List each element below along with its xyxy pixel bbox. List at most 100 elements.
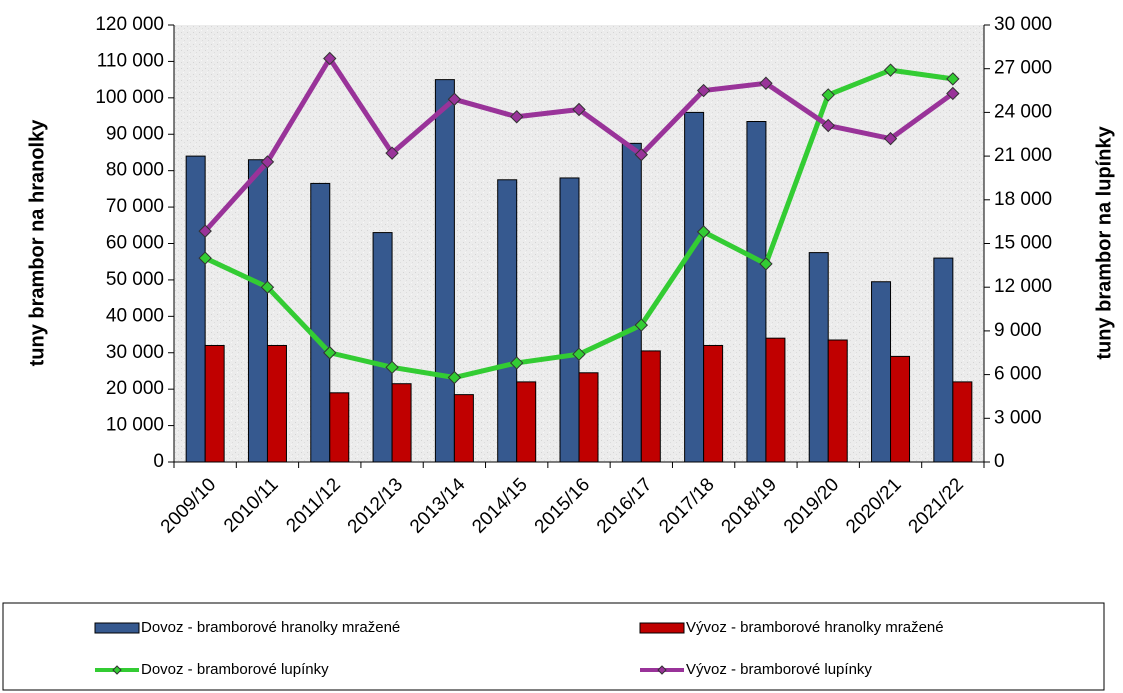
y2-tick-label: 21 000 — [994, 145, 1052, 166]
y2-tick-label: 30 000 — [994, 14, 1052, 35]
bar — [329, 392, 350, 463]
bar — [933, 257, 954, 463]
x-tick-label: 2010/11 — [220, 474, 282, 536]
bar — [204, 344, 225, 463]
marker — [447, 370, 462, 385]
bar — [434, 79, 455, 463]
marker — [696, 83, 711, 98]
y-tick-label: 0 — [153, 451, 164, 472]
x-tick-label: 2013/14 — [406, 474, 470, 538]
y-tick-label: 80 000 — [106, 160, 164, 181]
bar — [808, 252, 829, 463]
y2-tick-label: 27 000 — [994, 58, 1052, 79]
bar — [266, 344, 287, 463]
x-tick-label: 2019/20 — [780, 474, 843, 537]
x-tick-label: 2015/16 — [531, 474, 594, 537]
y2-tick-label: 18 000 — [994, 189, 1052, 210]
legend-swatch — [639, 622, 685, 634]
bar — [185, 155, 206, 463]
legend-label: Dovoz - bramborové lupínky — [141, 661, 329, 678]
y-tick-label: 50 000 — [106, 269, 164, 290]
legend-label: Vývoz - bramborové lupínky — [686, 661, 872, 678]
marker — [198, 224, 212, 238]
x-tick-label: 2009/10 — [157, 474, 220, 537]
bar — [372, 232, 393, 463]
x-tick-label: 2021/22 — [905, 474, 968, 537]
y2-tick-label: 3 000 — [994, 407, 1042, 428]
y-tick-label: 70 000 — [106, 196, 164, 217]
bar — [578, 372, 599, 463]
bar — [827, 339, 848, 463]
bar — [765, 337, 786, 463]
marker — [509, 110, 524, 124]
marker — [572, 102, 586, 117]
y2-tick-label: 24 000 — [994, 101, 1052, 122]
y-tick-label: 60 000 — [106, 233, 164, 254]
bar — [247, 159, 268, 463]
marker — [385, 360, 399, 375]
y-tick-label: 40 000 — [106, 305, 164, 326]
bar — [559, 177, 580, 463]
y-axis-label: tuny brambor na hranolky — [26, 119, 48, 367]
marker — [260, 280, 275, 294]
marker — [634, 147, 649, 162]
marker — [759, 76, 773, 90]
marker — [385, 146, 399, 160]
x-tick-label: 2014/15 — [468, 474, 531, 537]
y2-tick-label: 6 000 — [994, 364, 1042, 385]
y2-tick-label: 15 000 — [994, 233, 1052, 254]
marker — [447, 92, 462, 106]
y2-tick-label: 9 000 — [994, 320, 1042, 341]
bar — [310, 182, 331, 463]
legend — [2, 602, 1105, 691]
bar — [952, 381, 973, 463]
bar — [640, 350, 661, 463]
legend-marker — [657, 665, 667, 675]
y2-tick-label: 0 — [994, 451, 1005, 472]
y2-tick-label: 12 000 — [994, 276, 1052, 297]
bar — [871, 281, 892, 463]
x-tick-label: 2018/19 — [718, 474, 781, 537]
marker — [323, 51, 337, 66]
legend-label: Dovoz - bramborové hranolky mražené — [141, 619, 400, 636]
bar — [453, 394, 474, 463]
marker — [634, 318, 649, 332]
marker — [198, 251, 212, 265]
marker — [572, 347, 586, 361]
y-tick-label: 100 000 — [95, 87, 164, 108]
bar — [746, 121, 767, 463]
marker — [946, 86, 960, 101]
bar — [497, 179, 518, 463]
legend-swatch — [94, 622, 140, 634]
y-tick-label: 120 000 — [95, 14, 164, 35]
x-tick-label: 2011/12 — [282, 474, 344, 536]
marker — [509, 356, 524, 370]
x-tick-label: 2017/18 — [655, 474, 718, 537]
marker — [821, 88, 835, 102]
bar — [684, 111, 705, 463]
marker — [883, 63, 898, 77]
x-tick-label: 2012/13 — [344, 474, 407, 537]
x-tick-label: 2016/17 — [593, 474, 656, 537]
y-tick-label: 90 000 — [106, 123, 164, 144]
y-tick-label: 10 000 — [106, 415, 164, 436]
legend-label: Vývoz - bramborové hranolky mražené — [686, 619, 944, 636]
bar — [391, 383, 412, 463]
y-tick-label: 30 000 — [106, 342, 164, 363]
y-tick-label: 20 000 — [106, 378, 164, 399]
marker — [883, 131, 898, 146]
legend-marker — [112, 665, 122, 675]
bar — [703, 344, 724, 463]
bar — [516, 381, 537, 463]
marker — [260, 155, 275, 169]
marker — [759, 257, 773, 271]
marker — [821, 118, 835, 133]
marker — [323, 346, 337, 360]
y2-axis-label: tuny brambor na lupínky — [1093, 125, 1115, 359]
y-tick-label: 110 000 — [97, 50, 164, 71]
marker — [696, 225, 711, 239]
bar — [890, 355, 911, 463]
marker — [946, 72, 960, 86]
x-tick-label: 2020/21 — [842, 474, 905, 537]
